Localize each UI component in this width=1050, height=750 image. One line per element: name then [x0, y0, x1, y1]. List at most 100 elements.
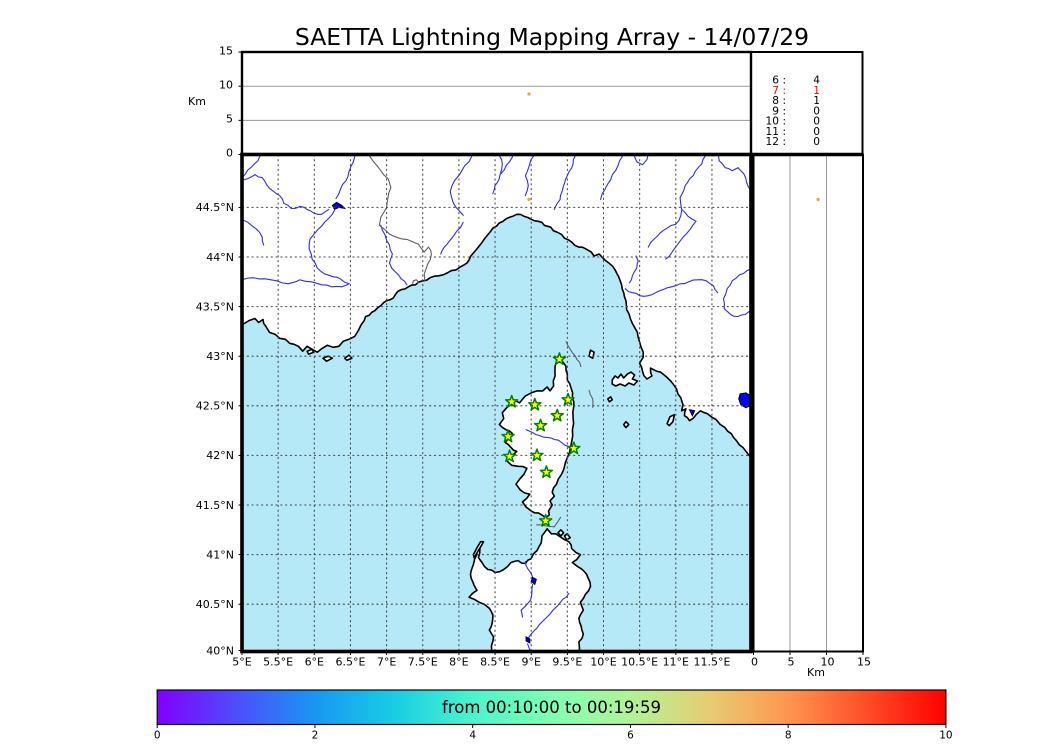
lake [738, 392, 751, 409]
country-border [368, 154, 432, 281]
station-stats-rows: 6: 4 7: 1 8: 1 9: 0 10: 0 11: 0 12: 0 [766, 75, 821, 149]
river [335, 154, 356, 200]
colorbar-tick-label: 4 [469, 730, 476, 742]
lma-station-star [538, 513, 553, 527]
colorbar-ticks: 0 2 4 6 8 10 [154, 724, 953, 742]
lake [530, 576, 537, 586]
latitude-tick-label: 41°N [206, 548, 234, 561]
stats-station-number: 10 [766, 116, 780, 128]
island [306, 348, 315, 355]
latitude-tick-label: 40.5°N [196, 598, 234, 611]
stats-source-count: 4 [813, 75, 820, 87]
latitude-tick-label: 43°N [206, 350, 234, 363]
right-panel-xtick-label: 0 [751, 656, 758, 669]
island [557, 529, 565, 537]
country-border [588, 389, 594, 408]
island [322, 355, 334, 362]
river [524, 560, 534, 578]
lma-station-star [504, 394, 519, 408]
latitude-tick-label: 41.5°N [196, 499, 234, 512]
altitude-ytick-label: 0 [226, 147, 233, 160]
river [665, 154, 707, 260]
landmasses [242, 154, 751, 652]
colorbar-tick-label: 8 [785, 730, 792, 742]
stats-colon: : [783, 116, 787, 128]
map-frame [240, 152, 753, 654]
latitude-tick-label: 44.5°N [196, 201, 234, 214]
figure-title: SAETTA Lightning Mapping Array - 14/07/2… [295, 23, 809, 51]
lightning-source-alt-lon [527, 92, 531, 96]
lma-station-markers [501, 352, 581, 527]
lma-station-star [530, 448, 544, 462]
river [525, 429, 570, 448]
map-panel: 5°E 5.5°E 6°E 6.5°E 7°E 7.5°E 8°E 8.5°E 9°E 9.5°E… [196, 152, 753, 669]
longitude-tick-label: 6°E [305, 656, 324, 669]
stats-station-number: 7 [772, 85, 779, 97]
lakes [331, 201, 751, 644]
right-panel-frame [752, 153, 864, 653]
island [588, 349, 595, 359]
lma-station-star [561, 392, 575, 406]
lake [331, 201, 347, 211]
map-latitude-ticks: 40°N 40.5°N 41°N 41.5°N 42°N 42.5°N 43°N 43.5°N… [196, 201, 242, 657]
island [607, 396, 613, 403]
river [380, 224, 408, 286]
country-border [536, 516, 562, 528]
river [242, 174, 330, 215]
stats-station-number: 8 [772, 95, 779, 107]
lma-station-star [552, 352, 567, 366]
river [492, 154, 503, 195]
country-border [412, 279, 420, 284]
altitude-ytick-label: 5 [226, 113, 233, 126]
stats-station-number: 6 [772, 75, 779, 87]
island [666, 413, 676, 427]
lma-station-star [501, 429, 515, 443]
island [622, 420, 630, 429]
altitude-ytick-label: 15 [219, 44, 233, 57]
mainland-coast [242, 154, 751, 459]
river [527, 592, 570, 639]
right-panel-xtick-label: 15 [857, 656, 871, 669]
right-panel-xtick-label: 10 [821, 656, 835, 669]
right-panel-gridlines [751, 152, 863, 652]
right-panel-xtick-label: 5 [788, 656, 795, 669]
colorbar-label: from 00:10:00 to 00:19:59 [442, 698, 661, 717]
river [242, 218, 265, 246]
stats-station-number: 11 [766, 126, 779, 138]
lake [688, 409, 696, 417]
latitude-tick-label: 42°N [206, 449, 234, 462]
longitude-tick-label: 5°E [232, 656, 251, 669]
altitude-ytick-label: 10 [219, 78, 233, 91]
latitude-tick-label: 43.5°N [196, 300, 234, 313]
stats-colon: : [783, 126, 787, 138]
lma-station-star [567, 441, 581, 455]
stats-station-number: 12 [766, 136, 779, 148]
altitude-latitude-panel: 0 5 10 15 Km [751, 152, 871, 679]
river [628, 255, 639, 284]
river [242, 209, 351, 288]
map-longitude-ticks: 5°E 5.5°E 6°E 6.5°E 7°E 7.5°E 8°E 8.5°E 9°E 9.5°E… [232, 651, 730, 669]
stats-source-count: 1 [813, 95, 820, 107]
river [449, 154, 474, 216]
river [647, 209, 683, 248]
sardinia [468, 528, 592, 652]
stats-station-number: 9 [772, 105, 779, 117]
island [563, 533, 571, 541]
latitude-tick-label: 42.5°N [196, 400, 234, 413]
right-panel-points [816, 197, 820, 202]
colorbar-tick-label: 10 [939, 730, 952, 742]
stats-colon: : [783, 95, 787, 107]
altitude-panel-yticks: 0 5 10 15 [219, 44, 242, 160]
right-panel-xlabel: Km [807, 666, 825, 679]
country-border [565, 341, 582, 368]
altitude-panel-ylabel: Km [188, 95, 206, 108]
river [717, 154, 751, 192]
lma-station-star [550, 408, 564, 422]
right-panel-xticks: 0 5 10 15 [751, 651, 871, 669]
longitude-tick-label: 9.5°E [552, 656, 582, 669]
river [520, 583, 534, 618]
colorbar-tick-label: 6 [627, 730, 634, 742]
longitude-tick-label: 10.5°E [621, 656, 658, 669]
stats-source-count: 0 [813, 116, 820, 128]
